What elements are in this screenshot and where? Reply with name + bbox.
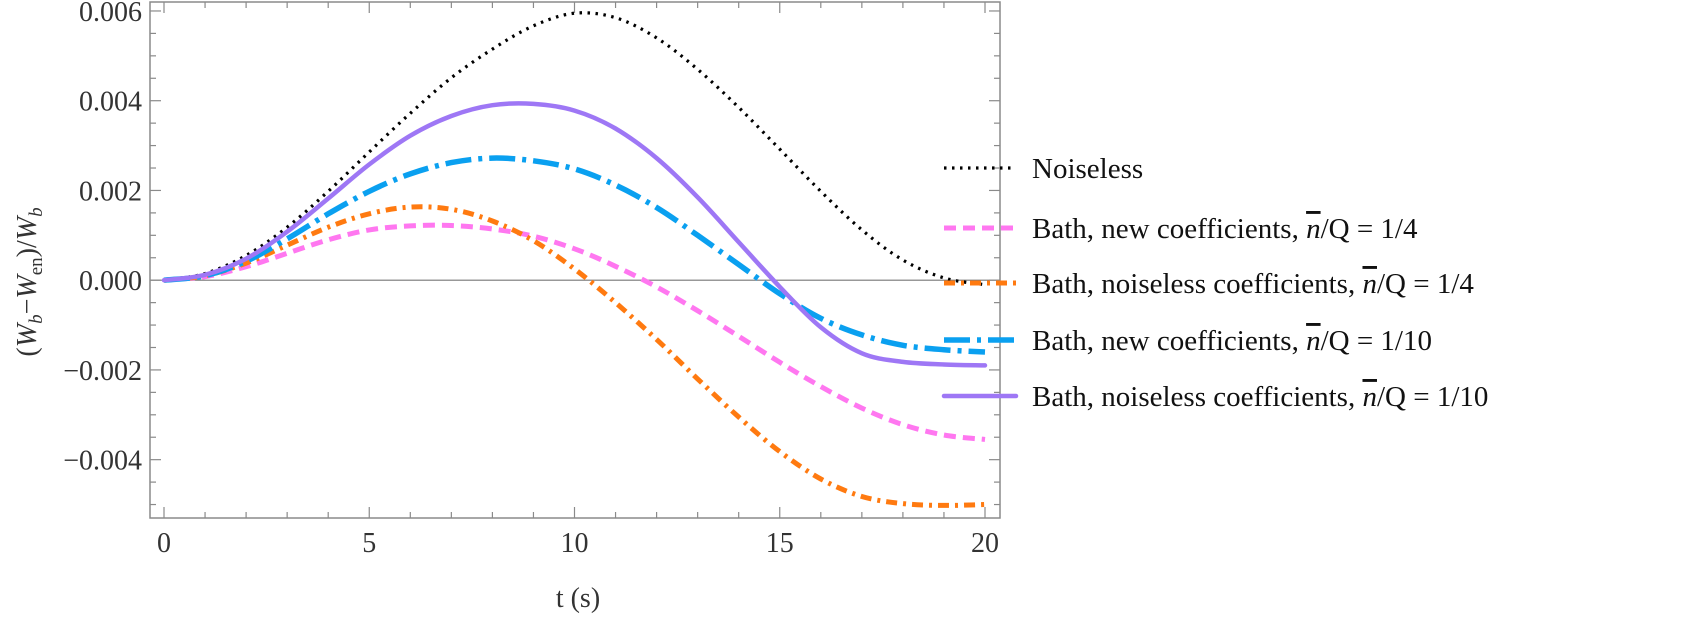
legend-label-3: Bath, noiseless coefficients, n/Q = 1/4 (1032, 268, 1474, 300)
y-tick-label: 0.004 (79, 87, 142, 118)
x-axis-title: t (s) (556, 583, 600, 614)
x-tick-label: 0 (157, 528, 171, 559)
x-tick-label: 10 (561, 528, 589, 559)
x-tick-label: 20 (971, 528, 999, 559)
series-layer (161, 11, 988, 508)
tick-marks-layer (150, 2, 1000, 518)
tick-labels-layer: 0 5 10 15 20 −0.004 −0.002 0.000 0.002 0.004 0.006 (63, 0, 999, 559)
n-bar-symbol: n (1362, 268, 1377, 300)
y-tick-label: −0.004 (63, 446, 142, 477)
legend-label-4: Bath, new coefficients, n/Q = 1/10 (1032, 325, 1432, 357)
legend: Noiseless Bath, new coefficients, n/Q = 1… (941, 153, 1488, 413)
y-tick-label: 0.002 (79, 176, 142, 207)
y-tick-label: 0.006 (79, 0, 142, 28)
x-tick-label: 5 (362, 528, 376, 559)
series-line-3 (163, 204, 986, 508)
y-axis-title: (Wb−Wen)/Wb (12, 207, 47, 356)
y-tick-label: 0.000 (79, 266, 142, 297)
series-line-4 (163, 155, 986, 355)
legend-label-5: Bath, noiseless coefficients, n/Q = 1/10 (1032, 381, 1488, 413)
x-tick-label: 15 (766, 528, 794, 559)
n-bar-symbol: n (1306, 213, 1321, 245)
y-tick-label: −0.002 (63, 356, 142, 387)
series-line-1 (163, 11, 986, 287)
n-bar-symbol: n (1306, 325, 1321, 357)
series-line-5 (161, 101, 988, 368)
legend-label-2: Bath, new coefficients, n/Q = 1/4 (1032, 213, 1418, 245)
n-bar-symbol: n (1362, 381, 1377, 413)
legend-label-1: Noiseless (1032, 153, 1143, 185)
plot-frame (149, 1, 1001, 519)
series-line-2 (163, 222, 986, 442)
